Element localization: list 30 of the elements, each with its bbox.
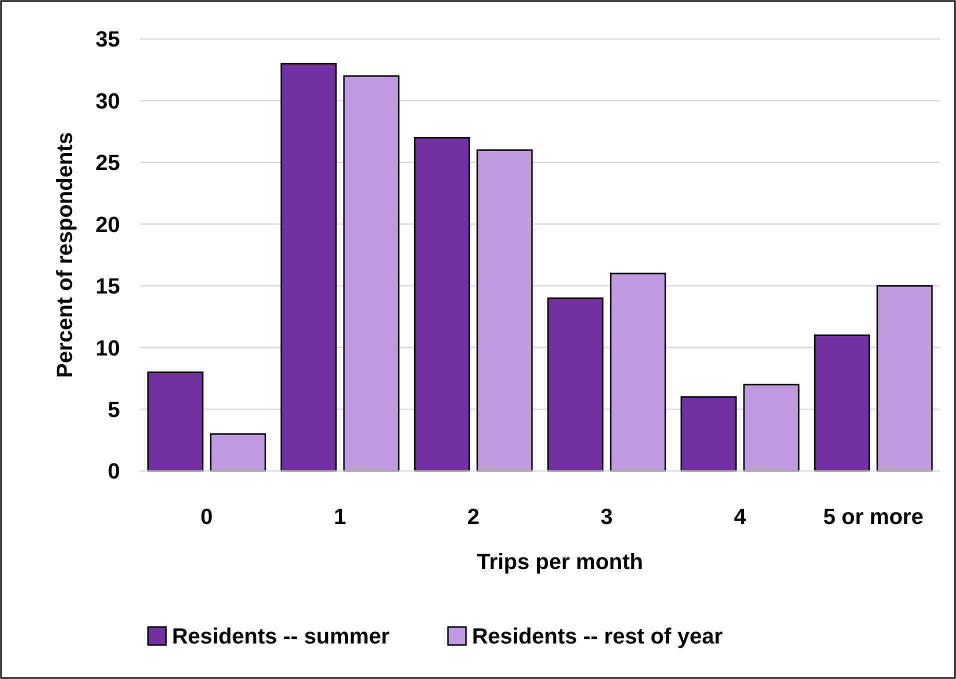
- bar: [343, 75, 400, 472]
- bar: [414, 136, 470, 472]
- x-tick-label: 3: [600, 504, 613, 529]
- x-tick-label: 4: [734, 504, 747, 529]
- y-tick-label: 25: [96, 150, 120, 176]
- bar: [147, 372, 204, 472]
- bar: [743, 384, 800, 472]
- y-tick-label: 20: [96, 212, 120, 237]
- bar: [210, 433, 266, 472]
- x-tick-label: 5 or more: [823, 504, 924, 529]
- bar: [280, 62, 337, 472]
- legend-label: Residents -- rest of year: [472, 624, 724, 649]
- y-tick-label: 0: [108, 458, 120, 484]
- y-tick-label: 10: [96, 335, 120, 360]
- y-tick-label: 5: [108, 396, 120, 422]
- bar: [610, 272, 666, 472]
- bar: [476, 149, 533, 472]
- bar: [814, 334, 870, 472]
- x-tick-label: 1: [334, 504, 346, 529]
- legend-label: Residents -- summer: [172, 624, 390, 649]
- x-tick-label: 2: [467, 504, 480, 529]
- bar: [876, 285, 933, 472]
- bar: [547, 297, 604, 472]
- x-axis-title: Trips per month: [476, 549, 644, 574]
- y-axis-title: Percent of respondents: [52, 132, 77, 378]
- x-tick-label: 0: [200, 504, 213, 529]
- y-tick-label: 30: [96, 88, 120, 114]
- y-tick-label: 15: [96, 274, 120, 299]
- bar: [680, 396, 737, 472]
- y-tick-label: 35: [96, 26, 120, 52]
